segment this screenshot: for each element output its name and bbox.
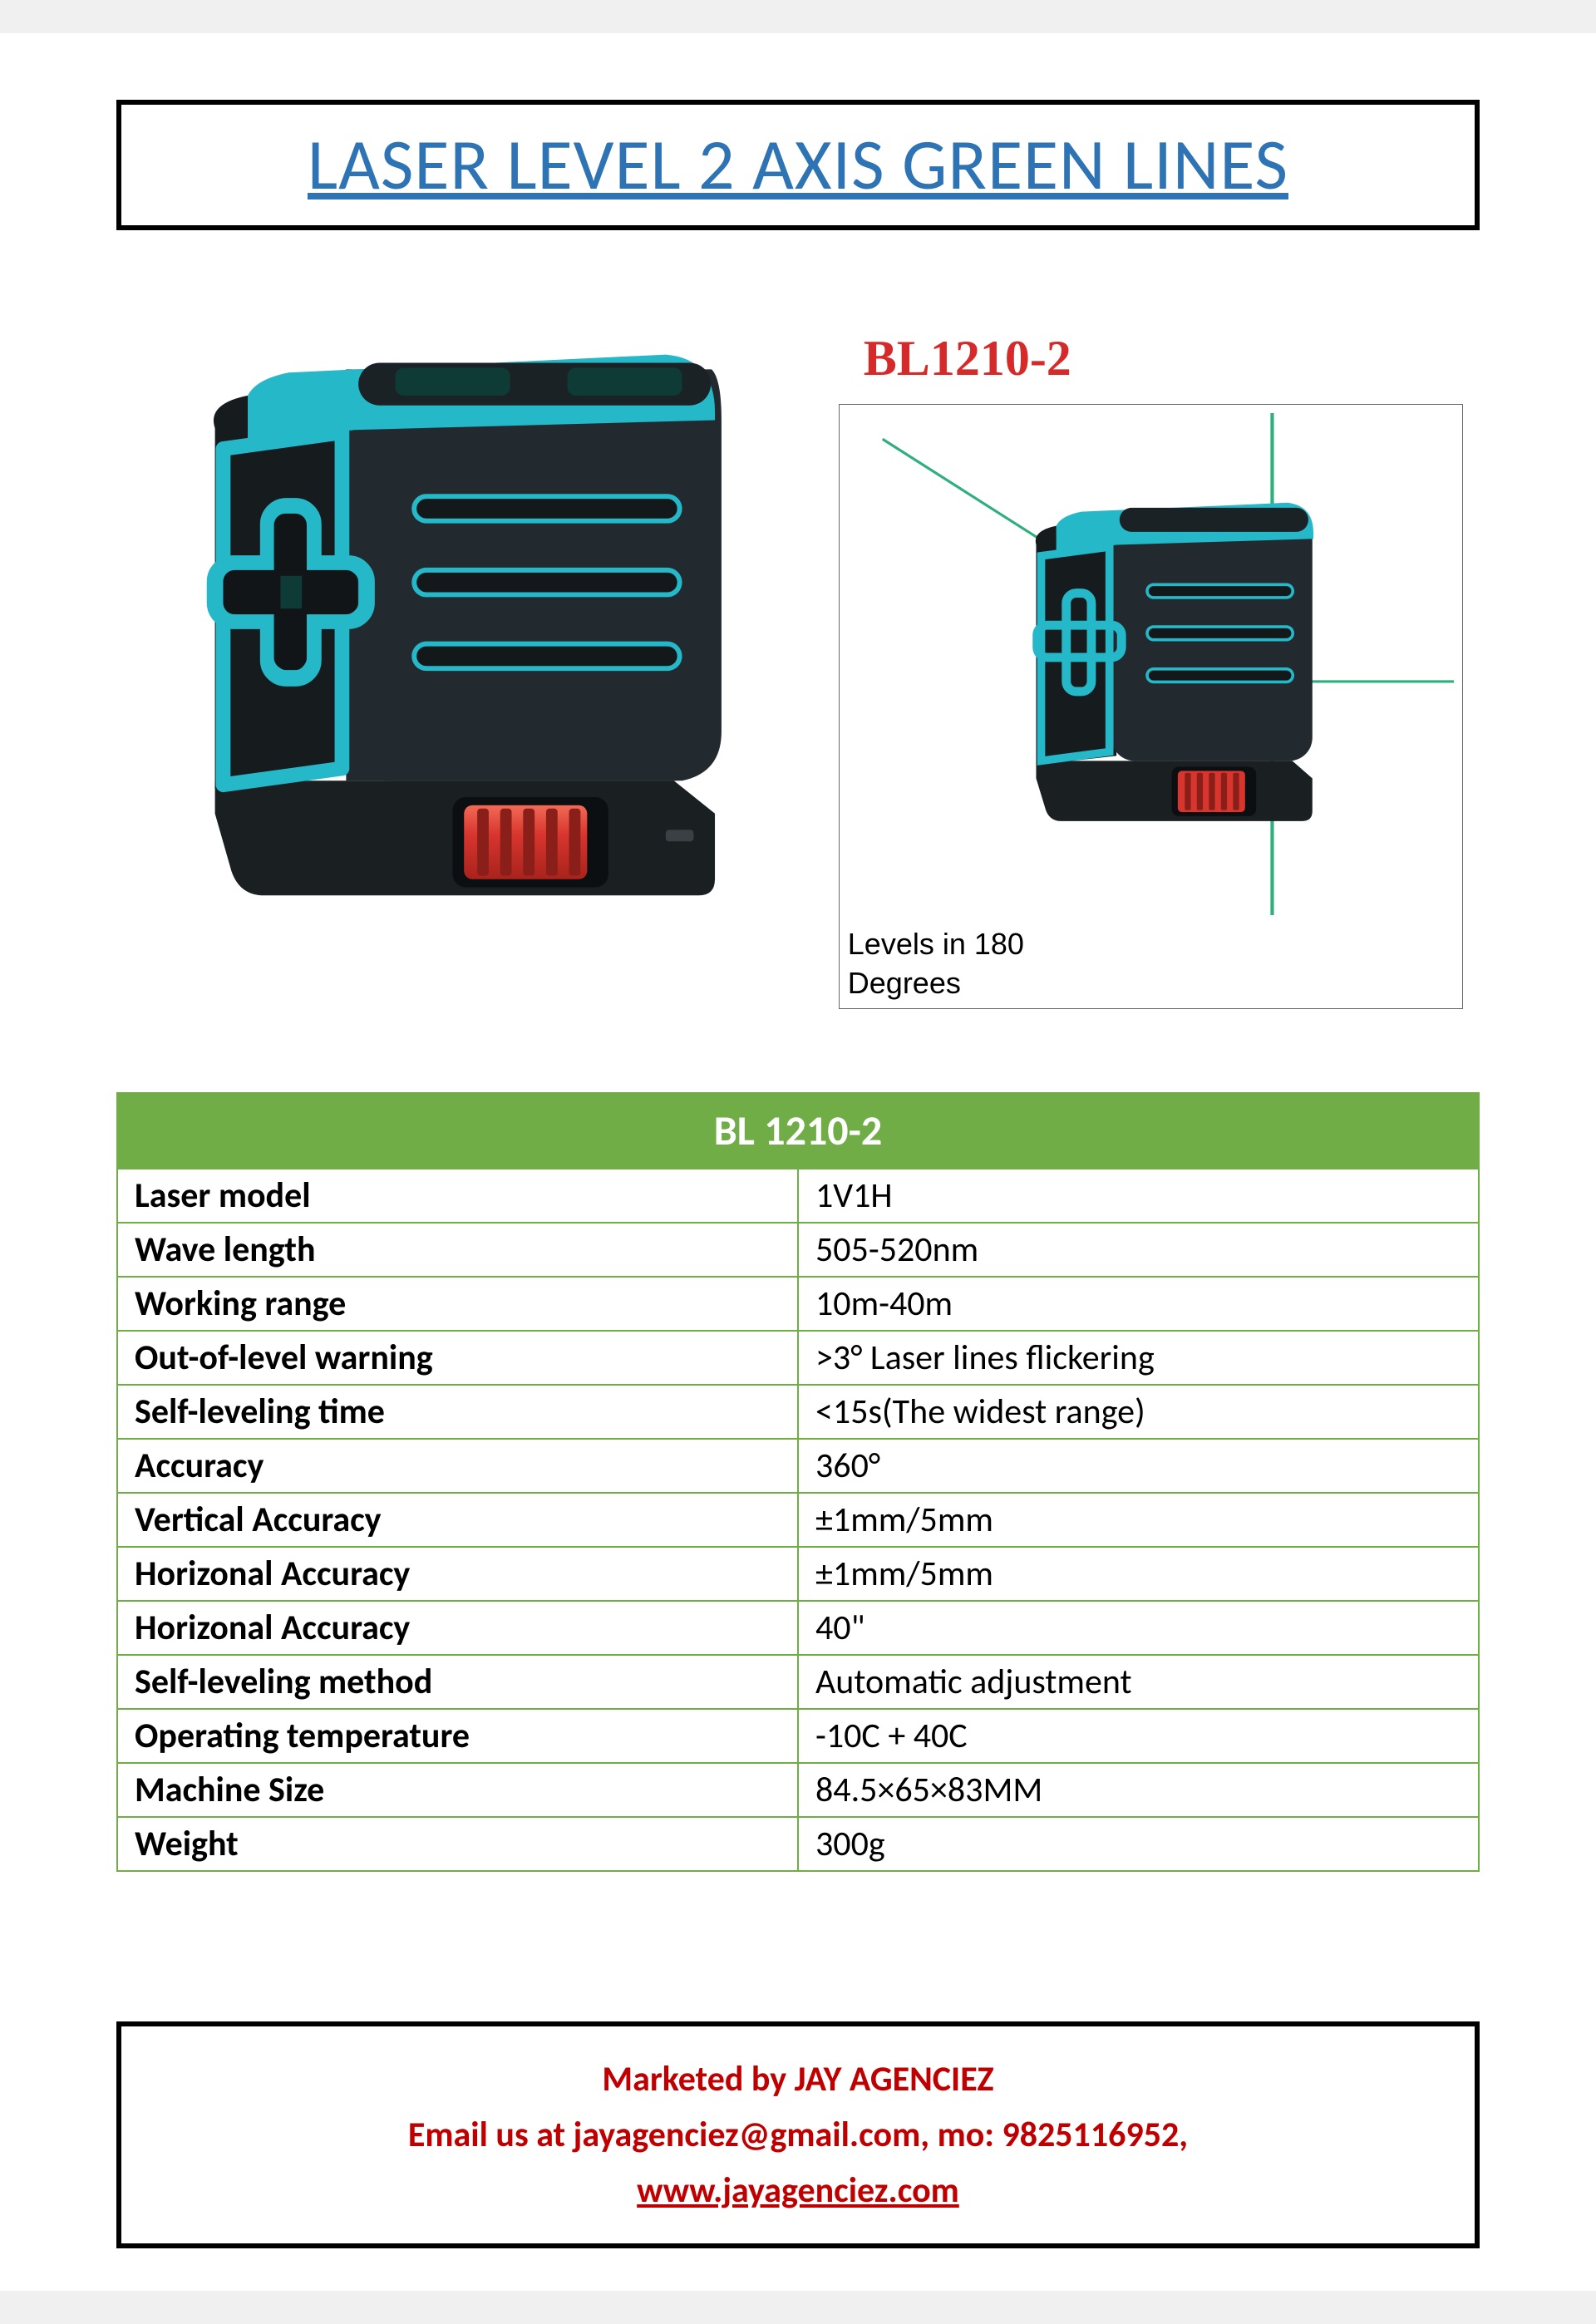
table-row: Working range10m-40m bbox=[117, 1277, 1479, 1331]
spec-table-header: BL 1210-2 bbox=[117, 1093, 1479, 1169]
spec-table-body: Laser model1V1H Wave length505-520nm Wor… bbox=[117, 1169, 1479, 1871]
spec-label: Vertical Accuracy bbox=[117, 1493, 798, 1547]
table-row: Machine Size84.5×65×83MM bbox=[117, 1763, 1479, 1817]
title-box: LASER LEVEL 2 AXIS GREEN LINES bbox=[116, 100, 1480, 230]
spec-label: Horizonal Accuracy bbox=[117, 1547, 798, 1601]
page-title: LASER LEVEL 2 AXIS GREEN LINES bbox=[146, 121, 1450, 209]
spec-value: 40" bbox=[798, 1601, 1479, 1655]
device-lasers-icon bbox=[848, 413, 1454, 915]
table-row: Horizonal Accuracy±1mm/5mm bbox=[117, 1547, 1479, 1601]
table-row: Out-of-level warning>3° Laser lines flic… bbox=[117, 1331, 1479, 1385]
spec-label: Weight bbox=[117, 1817, 798, 1871]
spec-value: 10m-40m bbox=[798, 1277, 1479, 1331]
spec-label: Laser model bbox=[117, 1169, 798, 1223]
spec-value: ±1mm/5mm bbox=[798, 1493, 1479, 1547]
spec-label: Machine Size bbox=[117, 1763, 798, 1817]
table-row: Laser model1V1H bbox=[117, 1169, 1479, 1223]
spec-value: -10C + 40C bbox=[798, 1709, 1479, 1763]
document-page: LASER LEVEL 2 AXIS GREEN LINES bbox=[0, 33, 1596, 2291]
product-image-left bbox=[133, 330, 789, 920]
footer-link[interactable]: www.jayagenciez.com bbox=[637, 2169, 959, 2212]
table-row: Self-leveling time<15s(The widest range) bbox=[117, 1385, 1479, 1439]
table-row: Wave length505-520nm bbox=[117, 1223, 1479, 1277]
table-row: Horizonal Accuracy40" bbox=[117, 1601, 1479, 1655]
spec-label: Wave length bbox=[117, 1223, 798, 1277]
table-row: Weight300g bbox=[117, 1817, 1479, 1871]
spec-label: Out-of-level warning bbox=[117, 1331, 798, 1385]
footer-line1: Marketed by JAY AGENCIEZ bbox=[155, 2051, 1441, 2107]
caption-line2: Degrees bbox=[848, 964, 1454, 1003]
spec-value: Automatic adjustment bbox=[798, 1655, 1479, 1709]
spec-table: BL 1210-2 Laser model1V1H Wave length505… bbox=[116, 1092, 1480, 1872]
product-image-right: Levels in 180 Degrees bbox=[839, 404, 1463, 1009]
levels-caption: Levels in 180 Degrees bbox=[848, 925, 1454, 1003]
product-image-right-wrap: BL1210-2 bbox=[839, 330, 1463, 1009]
spec-value: 300g bbox=[798, 1817, 1479, 1871]
spec-label: Self-leveling time bbox=[117, 1385, 798, 1439]
spec-label: Accuracy bbox=[117, 1439, 798, 1493]
spec-label: Horizonal Accuracy bbox=[117, 1601, 798, 1655]
model-label: BL1210-2 bbox=[839, 330, 1463, 387]
product-images-row: BL1210-2 bbox=[116, 330, 1480, 1009]
caption-line1: Levels in 180 bbox=[848, 925, 1454, 964]
spec-value: 84.5×65×83MM bbox=[798, 1763, 1479, 1817]
spec-value: 360° bbox=[798, 1439, 1479, 1493]
spec-value: >3° Laser lines flickering bbox=[798, 1331, 1479, 1385]
table-row: Vertical Accuracy±1mm/5mm bbox=[117, 1493, 1479, 1547]
spec-value: 505-520nm bbox=[798, 1223, 1479, 1277]
spec-value: 1V1H bbox=[798, 1169, 1479, 1223]
footer-line2: Email us at jayagenciez@gmail.com, mo: 9… bbox=[155, 2107, 1441, 2163]
spec-label: Working range bbox=[117, 1277, 798, 1331]
table-row: Self-leveling methodAutomatic adjustment bbox=[117, 1655, 1479, 1709]
table-row: Operating temperature-10C + 40C bbox=[117, 1709, 1479, 1763]
spec-value: <15s(The widest range) bbox=[798, 1385, 1479, 1439]
spec-label: Self-leveling method bbox=[117, 1655, 798, 1709]
footer-box: Marketed by JAY AGENCIEZ Email us at jay… bbox=[116, 2021, 1480, 2249]
spec-value: ±1mm/5mm bbox=[798, 1547, 1479, 1601]
spec-label: Operating temperature bbox=[117, 1709, 798, 1763]
device-large-icon bbox=[133, 330, 789, 920]
table-row: Accuracy360° bbox=[117, 1439, 1479, 1493]
